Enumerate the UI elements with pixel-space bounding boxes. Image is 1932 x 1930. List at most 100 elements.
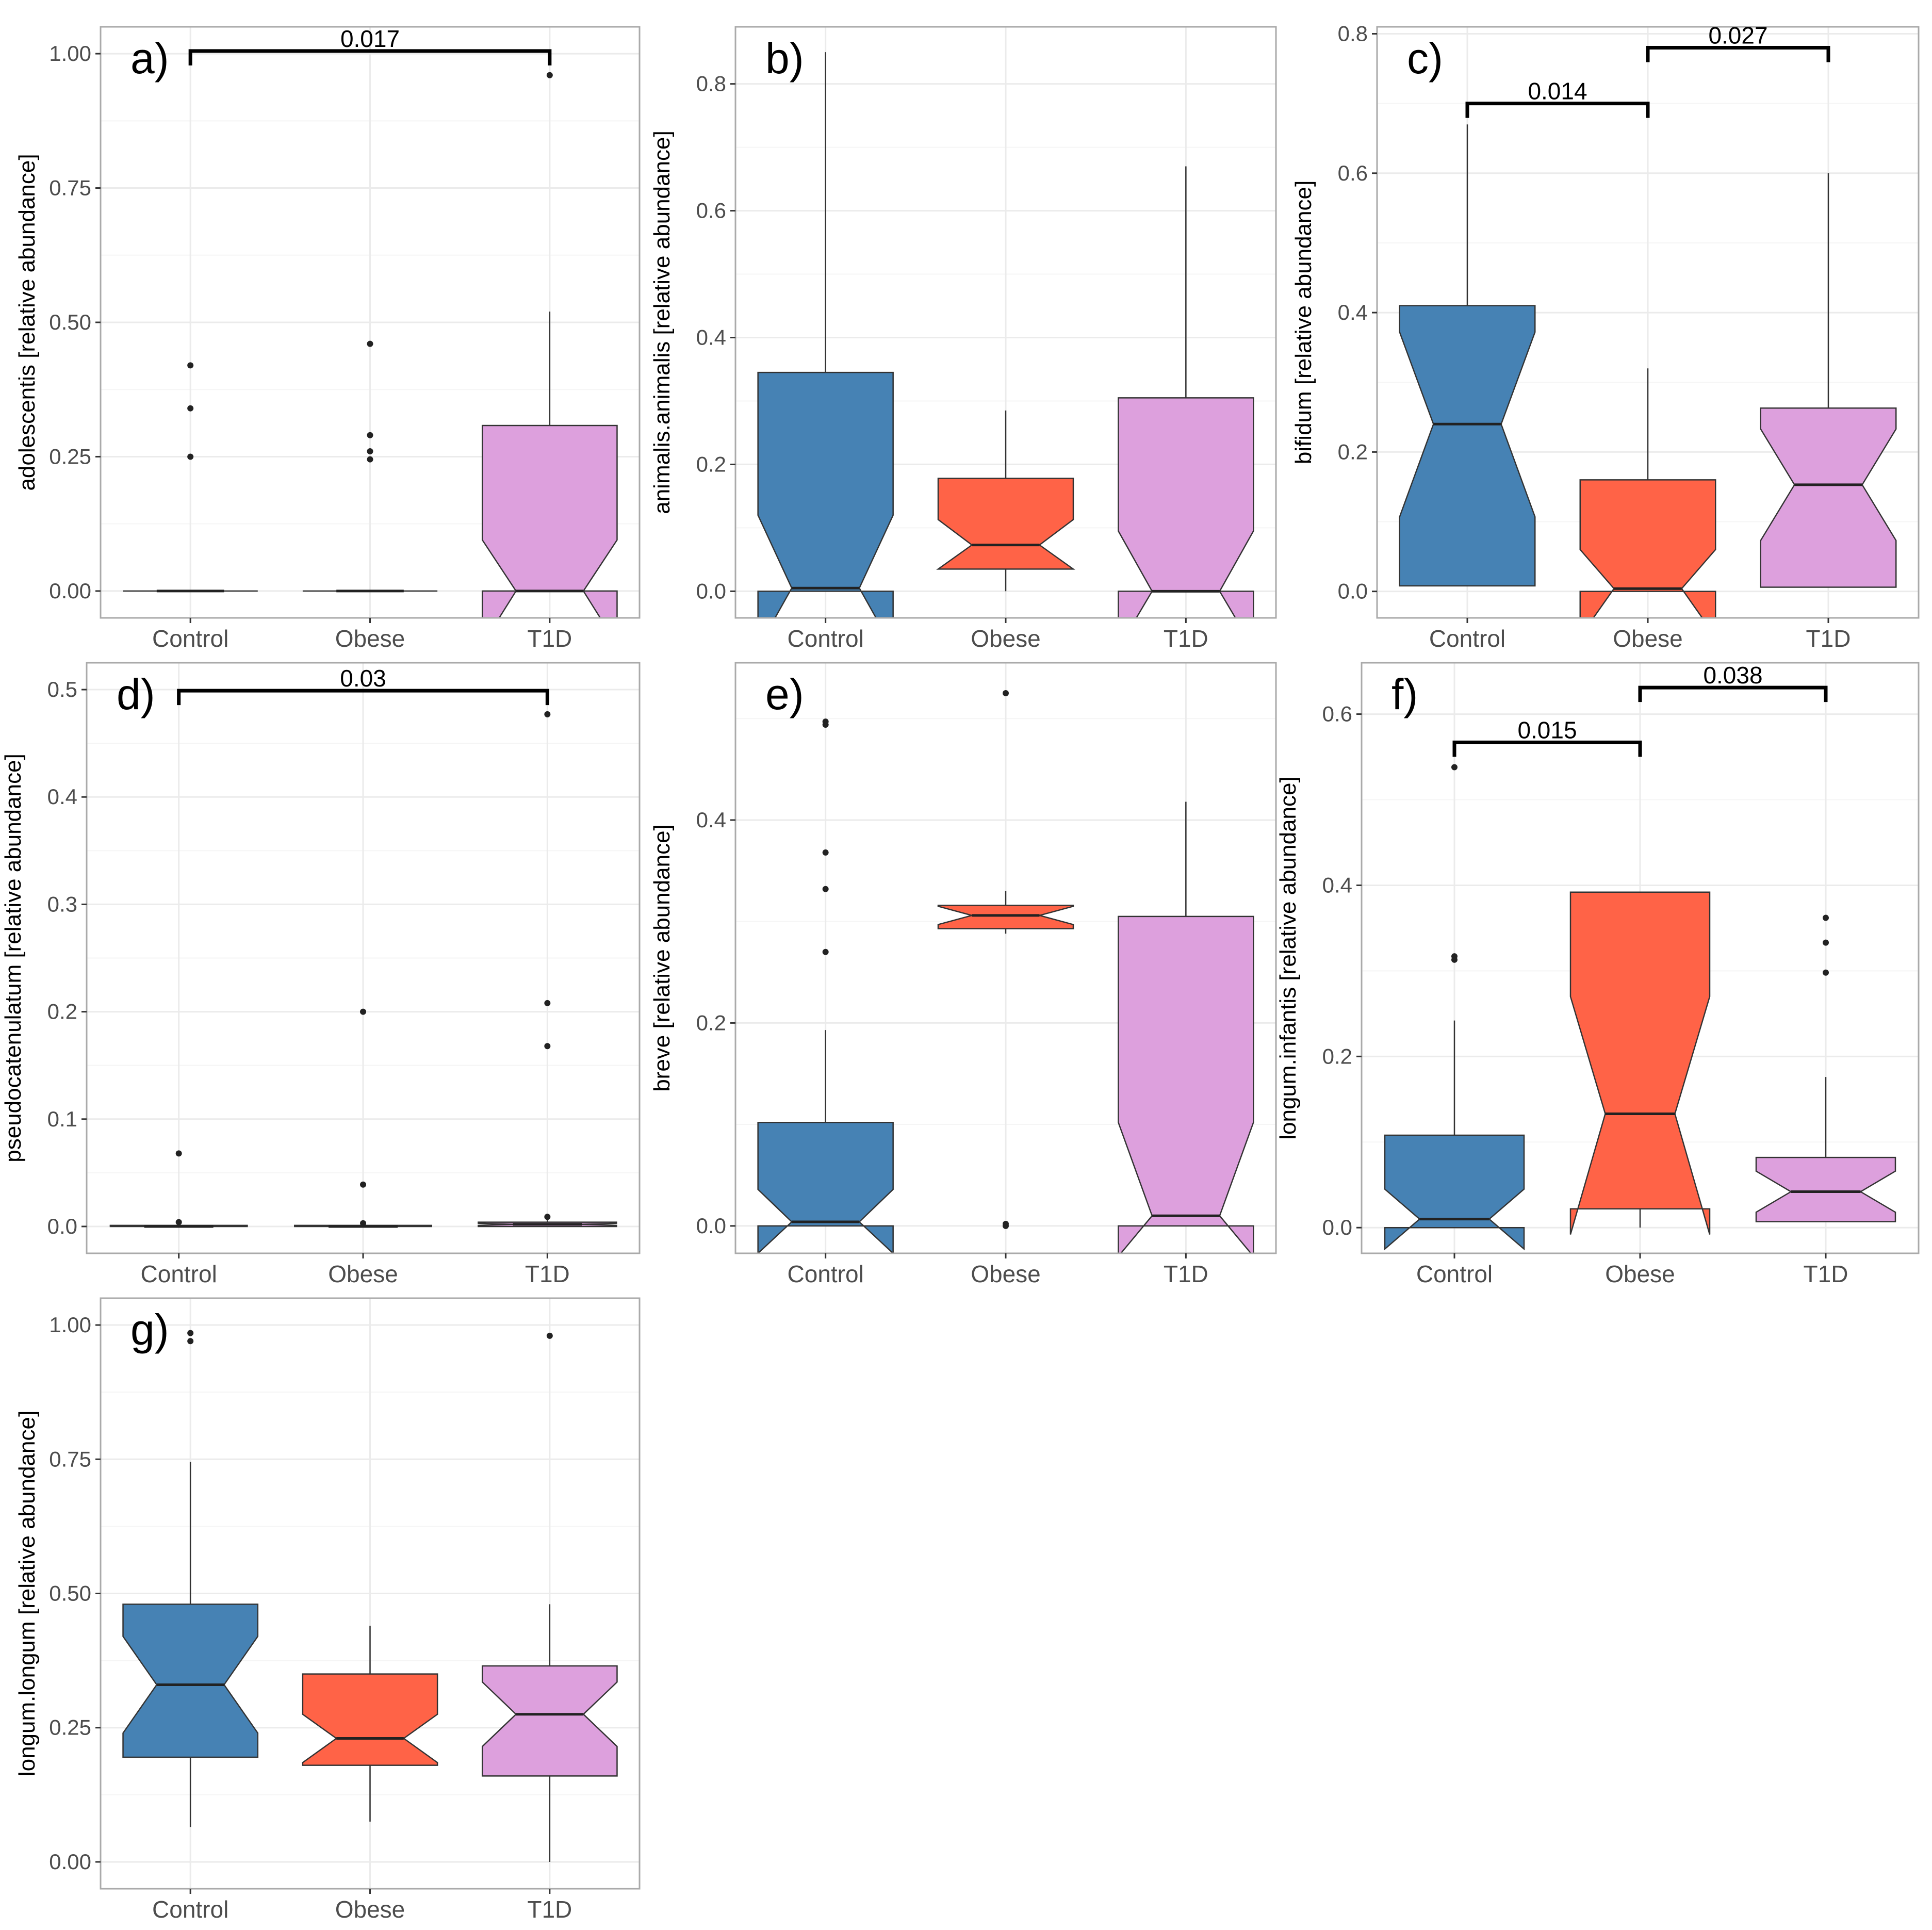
x-tick-label: Obese bbox=[1605, 1261, 1675, 1287]
y-tick-label: 0.8 bbox=[696, 72, 726, 96]
outlier-point bbox=[1823, 914, 1829, 921]
y-tick-label: 0.8 bbox=[1338, 22, 1368, 46]
y-axis-label: adolescentis [relative abundance] bbox=[14, 154, 40, 490]
box-obese bbox=[1569, 891, 1711, 1235]
x-tick-label: T1D bbox=[1804, 1261, 1848, 1287]
box-control bbox=[122, 1604, 259, 1758]
outlier-point bbox=[367, 432, 373, 438]
x-tick-label: T1D bbox=[1806, 625, 1851, 652]
outlier-point bbox=[187, 1338, 194, 1345]
y-tick-label: 0.4 bbox=[1322, 873, 1352, 897]
significance-bracket bbox=[1452, 740, 1642, 757]
box-obese bbox=[937, 904, 1074, 929]
y-tick-label: 1.00 bbox=[49, 1313, 91, 1337]
x-tick-label: Obese bbox=[335, 1896, 405, 1923]
y-tick-label: 0.00 bbox=[49, 579, 91, 603]
y-tick-label: 0.2 bbox=[47, 1000, 77, 1024]
y-tick-label: 1.00 bbox=[49, 41, 91, 66]
x-tick-label: Control bbox=[152, 625, 228, 652]
y-tick-label: 0.4 bbox=[696, 808, 726, 832]
outlier-point bbox=[822, 948, 829, 955]
y-axis-label: pseudocatenulatum [relative abundance] bbox=[1, 754, 26, 1163]
box-obese bbox=[1579, 479, 1716, 618]
panel-a: 0.00 0.25 0.50 0.75 1.00 Control Obese T1D adole… bbox=[14, 25, 641, 652]
x-tick-label: Control bbox=[788, 1261, 864, 1287]
panel-g: 0.00 0.25 0.50 0.75 1.00 Control Obese T1D longu… bbox=[14, 1297, 641, 1923]
outlier-point bbox=[1003, 1220, 1009, 1227]
boxes-layer bbox=[757, 52, 1254, 618]
outlier-point bbox=[544, 711, 551, 717]
y-tick-label: 0.4 bbox=[1338, 300, 1368, 324]
panel-c: 0.0 0.2 0.4 0.6 0.8 Control Obese T1D bifidum [r… bbox=[1291, 22, 1920, 652]
y-axis-label: longum.infantis [relative abundance] bbox=[1275, 776, 1301, 1139]
y-tick-label: 0.4 bbox=[47, 784, 77, 809]
outlier-point bbox=[367, 448, 373, 455]
outlier-point bbox=[360, 1181, 366, 1188]
boxes-layer bbox=[123, 72, 618, 618]
y-tick-label: 0.6 bbox=[1322, 702, 1352, 726]
outlier-point bbox=[187, 1330, 194, 1336]
y-axis-label: longum.longum [relative abundance] bbox=[14, 1411, 40, 1776]
outlier-point bbox=[187, 362, 194, 369]
y-axis-label: breve [relative abundance] bbox=[649, 824, 675, 1092]
outlier-point bbox=[544, 1043, 551, 1050]
x-tick-label: Obese bbox=[328, 1261, 398, 1287]
x-tick-label: Control bbox=[141, 1261, 217, 1287]
panel-f: 0.0 0.2 0.4 0.6 Control Obese T1D longum.infant… bbox=[1275, 662, 1920, 1287]
y-tick-label: 0.0 bbox=[696, 579, 726, 603]
y-tick-label: 0.50 bbox=[49, 1581, 91, 1606]
outlier-point bbox=[360, 1008, 366, 1015]
box-obese bbox=[936, 478, 1075, 570]
outlier-point bbox=[546, 72, 553, 78]
x-tick-label: Obese bbox=[335, 625, 405, 652]
x-tick-label: Obese bbox=[971, 625, 1041, 652]
y-axis-label: animalis.animalis [relative abundance] bbox=[649, 130, 675, 514]
y-tick-label: 0.2 bbox=[696, 1010, 726, 1035]
y-tick-label: 0.2 bbox=[1322, 1044, 1352, 1068]
box-control bbox=[757, 371, 894, 618]
y-tick-label: 0.0 bbox=[47, 1214, 77, 1238]
x-tick-label: T1D bbox=[525, 1261, 570, 1287]
outlier-point bbox=[367, 340, 373, 347]
panel-tag-label: e) bbox=[765, 670, 804, 718]
box-t1d bbox=[1760, 407, 1897, 588]
y-tick-label: 0.0 bbox=[1338, 579, 1368, 603]
y-tick-label: 0.5 bbox=[47, 677, 77, 701]
p-value-label: 0.015 bbox=[1517, 716, 1577, 743]
panel-tag-label: c) bbox=[1407, 34, 1443, 83]
x-tick-label: T1D bbox=[527, 1896, 572, 1923]
panel-tag-label: b) bbox=[765, 34, 804, 83]
outlier-point bbox=[544, 1000, 551, 1006]
y-tick-label: 0.0 bbox=[696, 1214, 726, 1238]
x-tick-label: Control bbox=[1429, 625, 1505, 652]
boxes-layer bbox=[757, 690, 1254, 1253]
box-t1d bbox=[1118, 915, 1254, 1253]
x-tick-label: T1D bbox=[1164, 1261, 1208, 1287]
p-value-label: 0.014 bbox=[1528, 78, 1587, 105]
y-tick-label: 0.25 bbox=[49, 444, 91, 468]
p-value-label: 0.027 bbox=[1708, 22, 1767, 49]
panel-tag-label: g) bbox=[130, 1305, 169, 1354]
outlier-point bbox=[187, 405, 194, 412]
significance-bracket bbox=[177, 689, 549, 706]
box-t1d bbox=[1118, 397, 1254, 618]
boxes-layer bbox=[1384, 764, 1896, 1251]
significance-bracket bbox=[1465, 102, 1650, 118]
outlier-point bbox=[1003, 690, 1009, 697]
y-tick-label: 0.00 bbox=[49, 1850, 91, 1874]
y-tick-label: 0.4 bbox=[696, 325, 726, 350]
x-tick-label: Obese bbox=[971, 1261, 1041, 1287]
y-tick-label: 0.2 bbox=[1338, 439, 1368, 464]
y-tick-label: 0.1 bbox=[47, 1107, 77, 1131]
panel-d: 0.0 0.1 0.2 0.3 0.4 0.5 Control Obese T1D pseudoc… bbox=[1, 662, 641, 1287]
boxes-layer bbox=[122, 1330, 618, 1862]
panel-tag-label: a) bbox=[130, 34, 169, 83]
box-control bbox=[1384, 1134, 1525, 1251]
panel-b: 0.0 0.2 0.4 0.6 0.8 Control Obese T1D animalis.a… bbox=[649, 26, 1277, 652]
y-tick-label: 0.25 bbox=[49, 1715, 91, 1740]
p-value-label: 0.038 bbox=[1703, 662, 1762, 689]
box-obese bbox=[302, 1673, 438, 1766]
box-control bbox=[1399, 305, 1536, 587]
x-tick-label: Control bbox=[152, 1896, 228, 1923]
outlier-point bbox=[1823, 969, 1829, 976]
